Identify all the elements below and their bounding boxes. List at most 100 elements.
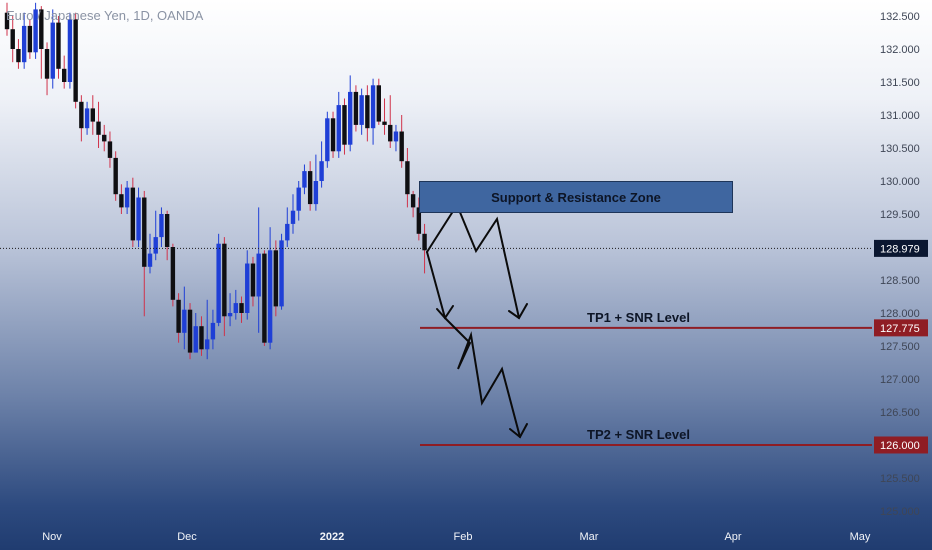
x-tick-label: Feb — [454, 531, 473, 543]
candle-body — [348, 91, 353, 145]
y-tick-label: 132.000 — [880, 44, 920, 56]
candle-body — [388, 124, 393, 142]
y-tick-label: 125.000 — [880, 506, 920, 518]
candle-body — [296, 187, 301, 211]
candle-body — [67, 19, 73, 82]
y-tick-label: 125.500 — [880, 473, 920, 485]
projection-arrows — [426, 202, 528, 439]
candle-body — [422, 233, 427, 251]
candle-body — [416, 207, 422, 234]
candle-body — [136, 197, 141, 241]
candle-body — [245, 263, 250, 313]
candle-body — [302, 171, 307, 188]
candle-body — [164, 214, 170, 247]
candle-body — [119, 194, 124, 208]
tp1-label: TP1 + SNR Level — [587, 310, 690, 325]
x-tick-label: Apr — [724, 531, 741, 543]
candle-body — [102, 134, 107, 142]
candle-body — [27, 25, 33, 53]
candle-body — [205, 339, 210, 350]
x-tick-label: Mar — [580, 531, 599, 543]
zone-label: Support & Resistance Zone — [491, 189, 661, 205]
candle-body — [21, 25, 27, 63]
candle-body — [124, 187, 130, 208]
candle-body — [330, 118, 336, 152]
projection-arrow-main — [426, 251, 446, 319]
y-tick-label: 128.000 — [880, 308, 920, 320]
price-tags: 128.979 127.775 126.000 — [874, 239, 928, 454]
x-tick-label: 2022 — [320, 531, 344, 543]
candle-body — [4, 12, 10, 30]
candle-body — [370, 85, 376, 129]
candle-body — [410, 194, 416, 208]
candle-body — [279, 240, 284, 307]
y-tick-label: 130.000 — [880, 176, 920, 188]
candle-body — [187, 309, 193, 353]
candle-body — [239, 303, 244, 313]
tp1-price-tag — [874, 319, 928, 337]
candle-body — [39, 9, 44, 49]
candle-body — [170, 247, 176, 300]
candle-body — [90, 108, 95, 122]
current-price-tag — [874, 239, 928, 257]
candle-body — [159, 214, 164, 238]
candle-body — [153, 237, 158, 254]
candle-body — [107, 141, 113, 158]
candle-body — [33, 9, 38, 53]
candle-body — [10, 29, 15, 49]
tp1-price-tag-text: 127.775 — [880, 323, 920, 335]
candle-body — [227, 313, 233, 317]
x-axis[interactable]: Nov Dec 2022 Feb Mar Apr May — [42, 531, 871, 543]
y-tick-label: 128.500 — [880, 275, 920, 287]
current-price-tag-text: 128.979 — [880, 243, 920, 255]
arrow-head-icon — [509, 423, 528, 439]
candle-body — [84, 108, 90, 129]
candle-body — [113, 157, 118, 195]
x-tick-label: Dec — [177, 531, 197, 543]
symbol-title: Euro / Japanese Yen, 1D, OANDA — [6, 8, 204, 23]
candles-group — [4, 2, 427, 360]
x-tick-label: May — [850, 531, 871, 543]
candle-body — [256, 253, 261, 297]
candle-body — [182, 309, 187, 333]
candle-body — [79, 101, 84, 129]
candle-body — [393, 131, 399, 142]
y-tick-label: 126.500 — [880, 407, 920, 419]
candle-body — [336, 105, 341, 152]
candle-body — [96, 121, 101, 135]
candle-body — [267, 250, 273, 343]
candle-body — [250, 263, 256, 297]
candle-body — [382, 121, 387, 125]
y-tick-label: 127.000 — [880, 374, 920, 386]
candle-body — [376, 85, 381, 122]
candle-body — [290, 210, 296, 224]
candle-body — [73, 19, 78, 102]
candle-body — [307, 171, 313, 205]
candle-body — [130, 187, 136, 241]
candle-body — [16, 49, 21, 63]
tp2-label: TP2 + SNR Level — [587, 427, 690, 442]
candle-body — [405, 161, 410, 195]
support-resistance-zone[interactable]: Support & Resistance Zone — [419, 181, 733, 213]
candle-body — [210, 322, 216, 340]
y-tick-label: 129.500 — [880, 209, 920, 221]
candle-body — [222, 243, 227, 317]
y-tick-label: 131.000 — [880, 110, 920, 122]
candle-body — [399, 131, 404, 162]
projection-arrow-lower — [444, 317, 521, 438]
candle-body — [199, 326, 204, 350]
arrow-head-icon — [508, 303, 528, 320]
candle-body — [142, 197, 147, 267]
candle-body — [147, 253, 153, 267]
y-tick-label: 131.500 — [880, 77, 920, 89]
projection-arrow-top — [426, 202, 520, 319]
candle-body — [353, 91, 359, 125]
candle-body — [273, 250, 279, 307]
candle-body — [262, 253, 267, 343]
candle-body — [319, 161, 324, 181]
candle-body — [193, 326, 198, 353]
y-tick-label: 132.500 — [880, 11, 920, 23]
y-tick-label: 127.500 — [880, 341, 920, 353]
